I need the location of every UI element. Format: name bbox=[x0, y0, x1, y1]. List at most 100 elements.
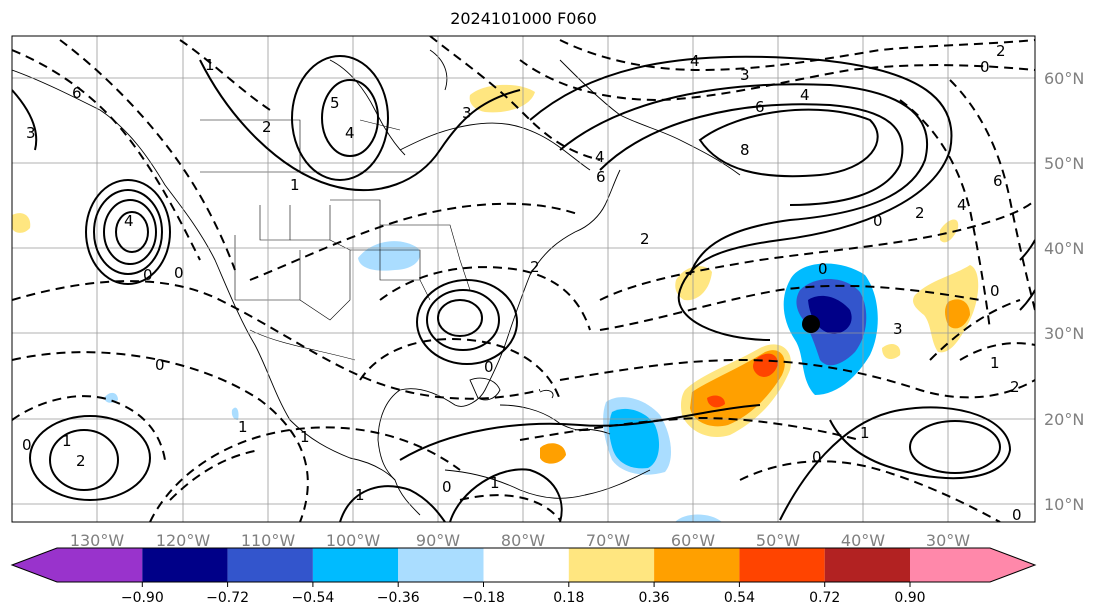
contour-label: 2 bbox=[1010, 378, 1020, 396]
colorbar-tick-label: −0.18 bbox=[462, 590, 505, 606]
contour-label: 1 bbox=[62, 432, 72, 450]
contour-label: 2 bbox=[640, 230, 650, 248]
contour-label: 2 bbox=[530, 258, 540, 276]
map-frame bbox=[11, 35, 1036, 523]
colorbar-swatch bbox=[824, 548, 910, 582]
lon-label: 90°W bbox=[416, 531, 460, 550]
contour-label: 6 bbox=[72, 84, 82, 102]
longitude-labels: 130°W 120°W 110°W 100°W 90°W 80°W 70°W 6… bbox=[70, 531, 970, 550]
contour-label: 2 bbox=[915, 204, 925, 222]
lat-label: 20°N bbox=[1044, 410, 1084, 429]
lon-label: 60°W bbox=[671, 531, 715, 550]
storm-position-marker bbox=[802, 315, 820, 333]
contour-label: 0 bbox=[442, 478, 452, 496]
colorbar-swatch bbox=[483, 548, 569, 582]
contour-label: 1 bbox=[355, 486, 365, 504]
negative-region-south-core bbox=[609, 408, 660, 469]
contour-label: 0 bbox=[155, 356, 165, 374]
colorbar-swatch bbox=[910, 548, 990, 582]
contour-label: 4 bbox=[595, 148, 605, 166]
contour-label: 0 bbox=[1012, 506, 1022, 524]
lat-label: 10°N bbox=[1044, 495, 1084, 514]
negative-region-plains bbox=[358, 241, 420, 271]
shaded-fields bbox=[12, 84, 979, 522]
positive-region-north bbox=[469, 84, 535, 113]
lon-label: 30°W bbox=[926, 531, 970, 550]
contour-label: 4 bbox=[957, 196, 967, 214]
contour-label: 8 bbox=[740, 141, 750, 159]
contour-label: 4 bbox=[345, 124, 355, 142]
contour-label: 1 bbox=[205, 56, 215, 74]
colorbar-outline bbox=[10, 547, 1037, 583]
colorbar-tick-label: 0.72 bbox=[809, 590, 840, 606]
contour-label: 0 bbox=[812, 448, 822, 466]
lat-label: 30°N bbox=[1044, 324, 1084, 343]
coastlines bbox=[12, 49, 741, 516]
contour-label: 2 bbox=[996, 42, 1006, 60]
latitude-labels: 60°N 50°N 40°N 30°N 20°N 10°N bbox=[1044, 69, 1084, 514]
gridlines bbox=[12, 36, 1035, 522]
colorbar-tick-label: −0.90 bbox=[121, 590, 164, 606]
lon-label: 70°W bbox=[586, 531, 630, 550]
contour-label: 1 bbox=[990, 354, 1000, 372]
colorbar-tick-label: 0.18 bbox=[553, 590, 584, 606]
contour-label: 1 bbox=[860, 424, 870, 442]
colorbar-swatch bbox=[654, 548, 740, 582]
contour-label: 0 bbox=[484, 358, 494, 376]
lon-label: 110°W bbox=[241, 531, 296, 550]
map-title: 2024101000 F060 bbox=[450, 9, 597, 28]
lon-label: 120°W bbox=[156, 531, 211, 550]
contour-label: 6 bbox=[993, 172, 1003, 190]
contour-label: 4 bbox=[690, 52, 700, 70]
lon-label: 50°W bbox=[756, 531, 800, 550]
colorbar-swatch bbox=[568, 548, 655, 582]
contour-label: 0 bbox=[174, 264, 184, 282]
colorbar-swatch bbox=[739, 548, 825, 582]
colorbar-tick-label: 0.36 bbox=[639, 590, 670, 606]
contour-label: 3 bbox=[462, 104, 472, 122]
contour-label: 0 bbox=[22, 436, 32, 454]
contour-label: 0 bbox=[990, 282, 1000, 300]
contour-labels: 4 3 4 6 8 4 6 4 0 0 5 4 3 6 3 0 0 1 2 1 … bbox=[22, 42, 1022, 524]
colorbar-tick-label: −0.72 bbox=[206, 590, 249, 606]
lon-label: 80°W bbox=[501, 531, 545, 550]
colorbar: −0.90 −0.72 −0.54 −0.36 −0.18 0.18 0.36 … bbox=[10, 547, 1037, 606]
colorbar-swatch bbox=[312, 548, 399, 582]
colorbar-swatch bbox=[142, 548, 228, 582]
contour-label: 2 bbox=[262, 118, 272, 136]
negative-contours bbox=[12, 36, 1035, 522]
contour-label: 3 bbox=[740, 66, 750, 84]
contour-label: 6 bbox=[755, 98, 765, 116]
contour-label: 5 bbox=[330, 94, 340, 112]
colorbar-tick-label: −0.54 bbox=[291, 590, 334, 606]
contour-label: 1 bbox=[290, 176, 300, 194]
lat-label: 50°N bbox=[1044, 154, 1084, 173]
contour-label: 0 bbox=[143, 266, 153, 284]
colorbar-swatch bbox=[398, 548, 484, 582]
colorbar-swatch bbox=[57, 548, 143, 582]
contour-label: 4 bbox=[124, 212, 134, 230]
colorbar-swatch-max bbox=[990, 548, 1035, 582]
lon-label: 130°W bbox=[70, 531, 125, 550]
contour-label: 1 bbox=[238, 418, 248, 436]
lon-label: 40°W bbox=[841, 531, 885, 550]
contour-label: 4 bbox=[800, 86, 810, 104]
contour-label: 1 bbox=[300, 428, 310, 446]
map-background bbox=[12, 36, 1035, 522]
contour-label: 6 bbox=[596, 168, 606, 186]
positive-contours bbox=[12, 55, 1035, 522]
lat-label: 40°N bbox=[1044, 239, 1084, 258]
contour-label: 1 bbox=[490, 474, 500, 492]
colorbar-tick-label: 0.54 bbox=[724, 590, 755, 606]
contour-label: 0 bbox=[980, 58, 990, 76]
contour-label: 0 bbox=[818, 260, 828, 278]
colorbar-tick-label: 0.90 bbox=[894, 590, 925, 606]
colorbar-swatch bbox=[227, 548, 313, 582]
lat-label: 60°N bbox=[1044, 69, 1084, 88]
lon-label: 100°W bbox=[326, 531, 381, 550]
colorbar-swatch-min bbox=[12, 548, 57, 582]
contour-label: 2 bbox=[76, 452, 86, 470]
contour-label: 3 bbox=[26, 124, 36, 142]
contour-label: 0 bbox=[873, 212, 883, 230]
